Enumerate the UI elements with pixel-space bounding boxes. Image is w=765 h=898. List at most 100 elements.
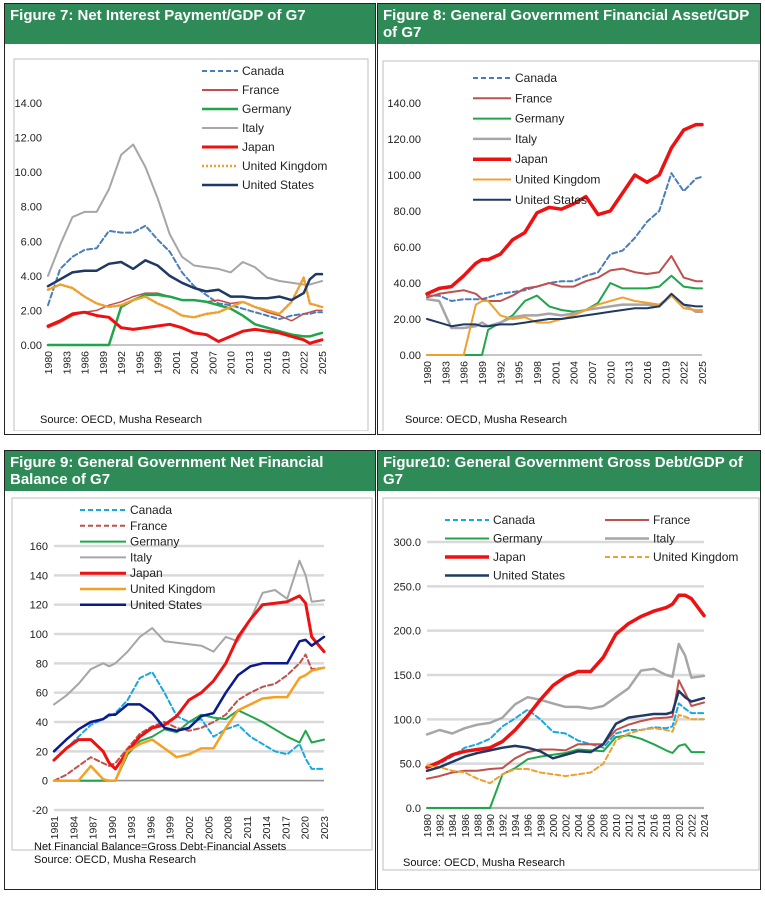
x-tick-label: 2022 (686, 814, 698, 838)
series-line-united-states (425, 689, 706, 773)
y-tick-label: 4.00 (21, 271, 42, 283)
x-tick-label: 1983 (440, 361, 452, 385)
figure7-title: Figure 7: Net Interest Payment/GDP of G7 (5, 4, 375, 44)
x-tick-label: 2019 (660, 361, 672, 385)
series-line-germany (426, 734, 705, 809)
legend-label-italy: Italy (130, 550, 152, 564)
legend-label-japan: Japan (242, 140, 275, 154)
x-tick-label: 1980 (422, 814, 434, 838)
y-tick-label: 20.00 (393, 314, 421, 326)
x-tick-label: 2011 (242, 816, 254, 839)
chart-frame (11, 497, 373, 851)
x-tick-label: 1989 (477, 361, 489, 385)
figure10-panel: Figure10: General Government Gross Debt/… (377, 450, 761, 890)
y-tick-label: 80.00 (393, 206, 421, 218)
series-line-japan (425, 593, 706, 769)
figure9-title: Figure 9: General Government Net Financi… (5, 451, 375, 491)
x-tick-label: 2004 (569, 361, 581, 385)
x-tick-label: 1980 (43, 351, 55, 375)
y-tick-label: 150.0 (393, 670, 421, 682)
source-note: Net Financial Balance=Gross Debt-Financi… (34, 841, 287, 853)
legend-label-japan: Japan (515, 152, 548, 166)
series-line-italy (425, 294, 704, 330)
series-line-united-kingdom (46, 276, 324, 319)
chart-frame (382, 497, 760, 871)
series-line-italy (53, 559, 325, 706)
series-line-united-states (52, 635, 326, 753)
y-tick-label: 2.00 (21, 305, 42, 317)
x-tick-label: 2000 (548, 814, 560, 838)
x-tick-label: 2001 (171, 351, 183, 375)
series-line-united-states (426, 292, 703, 328)
x-tick-label: 2016 (262, 351, 274, 375)
x-tick-label: 1981 (49, 816, 61, 840)
legend-label-united-states: United States (515, 193, 587, 207)
source-note: Source: OECD, Musha Research (405, 414, 567, 426)
y-tick-label: 160 (30, 541, 48, 553)
series-line-japan (46, 310, 324, 345)
legend-label-united-kingdom: United Kingdom (515, 173, 600, 187)
x-tick-label: 2020 (674, 814, 686, 838)
y-tick-label: 8.00 (21, 202, 42, 214)
x-tick-label: 1984 (447, 814, 459, 838)
legend-label-united-states: United States (493, 569, 565, 583)
legend-label-japan: Japan (130, 566, 163, 580)
source-note: Source: OECD, Musha Research (40, 414, 202, 426)
y-tick-label: 120 (30, 600, 48, 612)
x-tick-label: 2007 (207, 351, 219, 375)
x-tick-label: 1999 (165, 816, 177, 840)
legend-label-italy: Italy (242, 121, 264, 135)
source-note: Source: OECD, Musha Research (34, 854, 196, 866)
x-tick-label: 1992 (495, 361, 507, 385)
y-tick-label: 0.0 (406, 803, 421, 815)
y-tick-label: 140.00 (387, 98, 421, 110)
x-tick-label: 1998 (535, 814, 547, 838)
y-tick-label: 40.00 (393, 278, 421, 290)
figure10-title: Figure10: General Government Gross Debt/… (378, 451, 760, 491)
x-tick-label: 1994 (510, 814, 522, 838)
figure8-panel: Figure 8: General Government Financial A… (377, 3, 761, 435)
x-tick-label: 2008 (223, 816, 235, 840)
legend-label-united-kingdom: United Kingdom (653, 550, 738, 564)
x-tick-label: 2010 (611, 814, 623, 838)
chart-frame (13, 58, 369, 431)
series-line-france (426, 255, 703, 302)
y-tick-label: 200.0 (393, 626, 421, 638)
x-tick-label: 2016 (649, 814, 661, 838)
y-tick-label: 10.00 (14, 167, 42, 179)
figure8-chart: 0.00 20.00 40.00 60.00 80.00 100.00 120.00 140.… (382, 60, 760, 431)
x-tick-label: 1990 (107, 816, 119, 840)
x-tick-label: 1998 (532, 361, 544, 385)
figure9-panel: Figure 9: General Government Net Financi… (4, 450, 376, 890)
x-tick-label: 2013 (624, 361, 636, 385)
x-tick-label: 2010 (226, 351, 238, 375)
x-tick-label: 1986 (80, 351, 92, 375)
x-tick-label: 2005 (203, 816, 215, 840)
series-line-italy (425, 642, 706, 736)
x-tick-label: 1996 (145, 816, 157, 840)
x-tick-label: 1990 (485, 814, 497, 838)
legend-label-united-states: United States (242, 178, 314, 192)
x-tick-label: 2022 (299, 351, 311, 375)
x-tick-label: 1982 (435, 814, 447, 838)
series-line-united-states (46, 259, 324, 302)
x-tick-label: 1992 (116, 351, 128, 375)
x-tick-label: 2004 (189, 351, 201, 375)
legend-label-united-states: United States (130, 598, 202, 612)
figure7-chart: 0.00 2.00 4.00 6.00 8.00 10.00 12.00 14.00 1980 1… (13, 58, 369, 431)
legend-label-canada: Canada (242, 64, 284, 78)
series-line-canada (47, 224, 323, 321)
series-line-japan (52, 594, 326, 771)
x-tick-label: 1987 (88, 816, 100, 840)
y-tick-label: 14.00 (14, 98, 42, 110)
series-line-france (426, 679, 705, 780)
x-tick-label: 2002 (561, 814, 573, 838)
chart-frame (382, 60, 760, 431)
x-tick-label: 2016 (642, 361, 654, 385)
y-tick-label: 20 (36, 746, 48, 758)
x-tick-label: 2013 (244, 351, 256, 375)
x-tick-label: 1983 (61, 351, 73, 375)
y-tick-label: 140 (30, 570, 48, 582)
series-line-canada (426, 702, 705, 770)
y-tick-label: 120.00 (387, 134, 421, 146)
